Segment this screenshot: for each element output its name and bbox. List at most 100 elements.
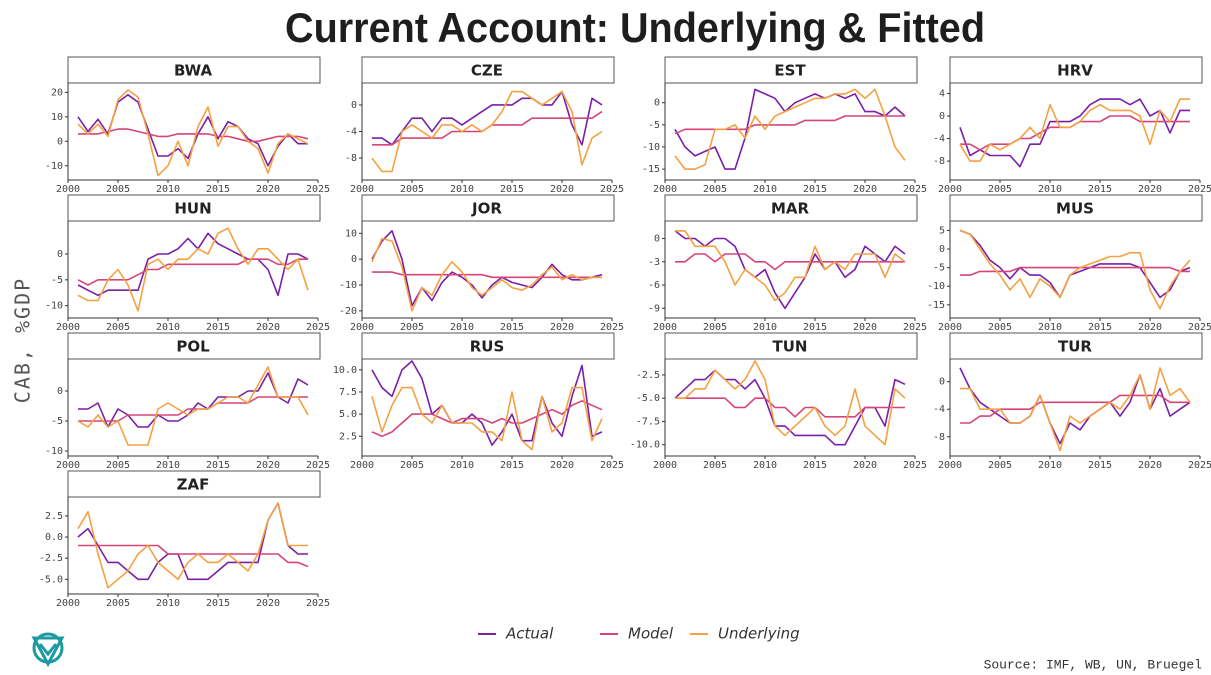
y-tick-label: -10 xyxy=(927,281,945,292)
x-tick-label: 2025 xyxy=(903,184,927,195)
x-tick-label: 2025 xyxy=(600,322,624,333)
y-tick-label: -10 xyxy=(45,161,63,172)
x-tick-label: 2010 xyxy=(156,184,180,195)
x-tick-label: 2020 xyxy=(256,322,280,333)
y-tick-label: 0 xyxy=(654,234,660,245)
legend-label: Underlying xyxy=(718,625,800,643)
x-tick-label: 2005 xyxy=(106,460,130,471)
series-line xyxy=(960,115,1190,151)
series-line xyxy=(77,502,308,589)
panel-header xyxy=(67,470,321,498)
y-tick-label: -5.0 xyxy=(39,574,63,585)
x-tick-label: 2025 xyxy=(903,322,927,333)
x-tick-label: 2025 xyxy=(306,322,330,333)
series-line xyxy=(77,232,309,297)
logo-shape xyxy=(31,636,65,668)
x-tick-label: 2010 xyxy=(450,460,474,471)
series-line xyxy=(372,90,603,146)
panel-title: JOR xyxy=(471,200,502,218)
y-tick-label: 0 xyxy=(939,377,945,388)
x-tick-label: 2005 xyxy=(106,184,130,195)
x-tick-label: 2010 xyxy=(450,322,474,333)
x-tick-label: 2020 xyxy=(256,598,280,609)
series-line xyxy=(371,90,603,173)
x-tick-label: 2000 xyxy=(938,184,962,195)
x-tick-label: 2000 xyxy=(653,184,677,195)
panel-header xyxy=(949,194,1203,222)
x-tick-label: 2010 xyxy=(156,598,180,609)
y-tick-label: -10 xyxy=(339,280,357,291)
panel-header xyxy=(361,56,615,84)
x-tick-label: 2020 xyxy=(853,322,877,333)
series-line xyxy=(960,394,1190,424)
series-line xyxy=(675,253,905,271)
x-tick-label: 2020 xyxy=(853,460,877,471)
y-tick-label: -8 xyxy=(345,153,357,164)
series-line xyxy=(371,386,603,451)
x-tick-label: 2010 xyxy=(450,184,474,195)
x-tick-label: 2015 xyxy=(1088,460,1112,471)
y-tick-label: 0 xyxy=(351,100,357,111)
series-line xyxy=(77,258,308,286)
series-line xyxy=(959,98,1190,168)
x-tick-label: 2020 xyxy=(1138,184,1162,195)
x-tick-label: 2025 xyxy=(306,598,330,609)
y-tick-label: -8 xyxy=(933,432,945,443)
y-tick-label: 0 xyxy=(939,244,945,255)
panel-header xyxy=(949,332,1203,360)
x-tick-label: 2000 xyxy=(350,460,374,471)
x-tick-label: 2015 xyxy=(500,184,524,195)
series-line xyxy=(371,237,602,312)
y-tick-label: 5 xyxy=(939,225,945,236)
x-tick-label: 2025 xyxy=(1188,460,1211,471)
y-tick-label: 0 xyxy=(351,254,357,265)
x-tick-label: 2015 xyxy=(206,322,230,333)
x-tick-label: 2000 xyxy=(938,460,962,471)
y-tick-label: 0 xyxy=(57,386,63,397)
source: Source: IMF, WB, UN, Bruegel xyxy=(984,657,1203,672)
series-line xyxy=(674,88,906,170)
x-tick-label: 2020 xyxy=(256,460,280,471)
x-tick-label: 2020 xyxy=(550,322,574,333)
series-line xyxy=(959,98,1190,162)
x-tick-label: 2005 xyxy=(400,460,424,471)
legend-label: Actual xyxy=(505,625,554,643)
panel-header xyxy=(664,56,918,84)
x-tick-label: 2020 xyxy=(1138,460,1162,471)
x-tick-label: 2015 xyxy=(1088,184,1112,195)
series-line xyxy=(674,115,905,135)
series-line xyxy=(77,227,309,312)
y-tick-label: -9 xyxy=(648,303,660,314)
x-tick-label: 2000 xyxy=(56,322,80,333)
logo-mark xyxy=(38,643,58,657)
x-tick-label: 2005 xyxy=(106,598,130,609)
y-tick-label: -10 xyxy=(45,446,63,457)
x-tick-label: 2010 xyxy=(1038,184,1062,195)
y-tick-label: 0 xyxy=(654,98,660,109)
panel-title: ZAF xyxy=(177,476,210,494)
x-tick-label: 2010 xyxy=(156,460,180,471)
x-tick-label: 2005 xyxy=(703,184,727,195)
y-tick-label: 20 xyxy=(51,87,63,98)
y-tick-label: -5 xyxy=(933,263,945,274)
y-tick-label: -7.5 xyxy=(636,416,660,427)
panel-title: BWA xyxy=(174,62,212,80)
y-tick-label: 4 xyxy=(939,88,945,99)
y-tick-label: -5 xyxy=(51,275,63,286)
panel-header xyxy=(67,332,321,360)
panel-title: EST xyxy=(774,62,806,80)
x-tick-label: 2025 xyxy=(306,460,330,471)
series-line xyxy=(959,367,1191,445)
panel-header xyxy=(67,194,321,222)
panel-title: MAR xyxy=(771,200,810,218)
x-tick-label: 2025 xyxy=(600,184,624,195)
x-tick-label: 2025 xyxy=(600,460,624,471)
series-line xyxy=(77,89,309,177)
series-line xyxy=(675,397,905,418)
panel-header xyxy=(361,194,615,222)
legend-label: Model xyxy=(628,625,674,643)
y-tick-label: 0 xyxy=(939,111,945,122)
y-tick-label: 0 xyxy=(57,136,63,147)
x-tick-label: 2000 xyxy=(56,460,80,471)
y-tick-label: -15 xyxy=(642,164,660,175)
